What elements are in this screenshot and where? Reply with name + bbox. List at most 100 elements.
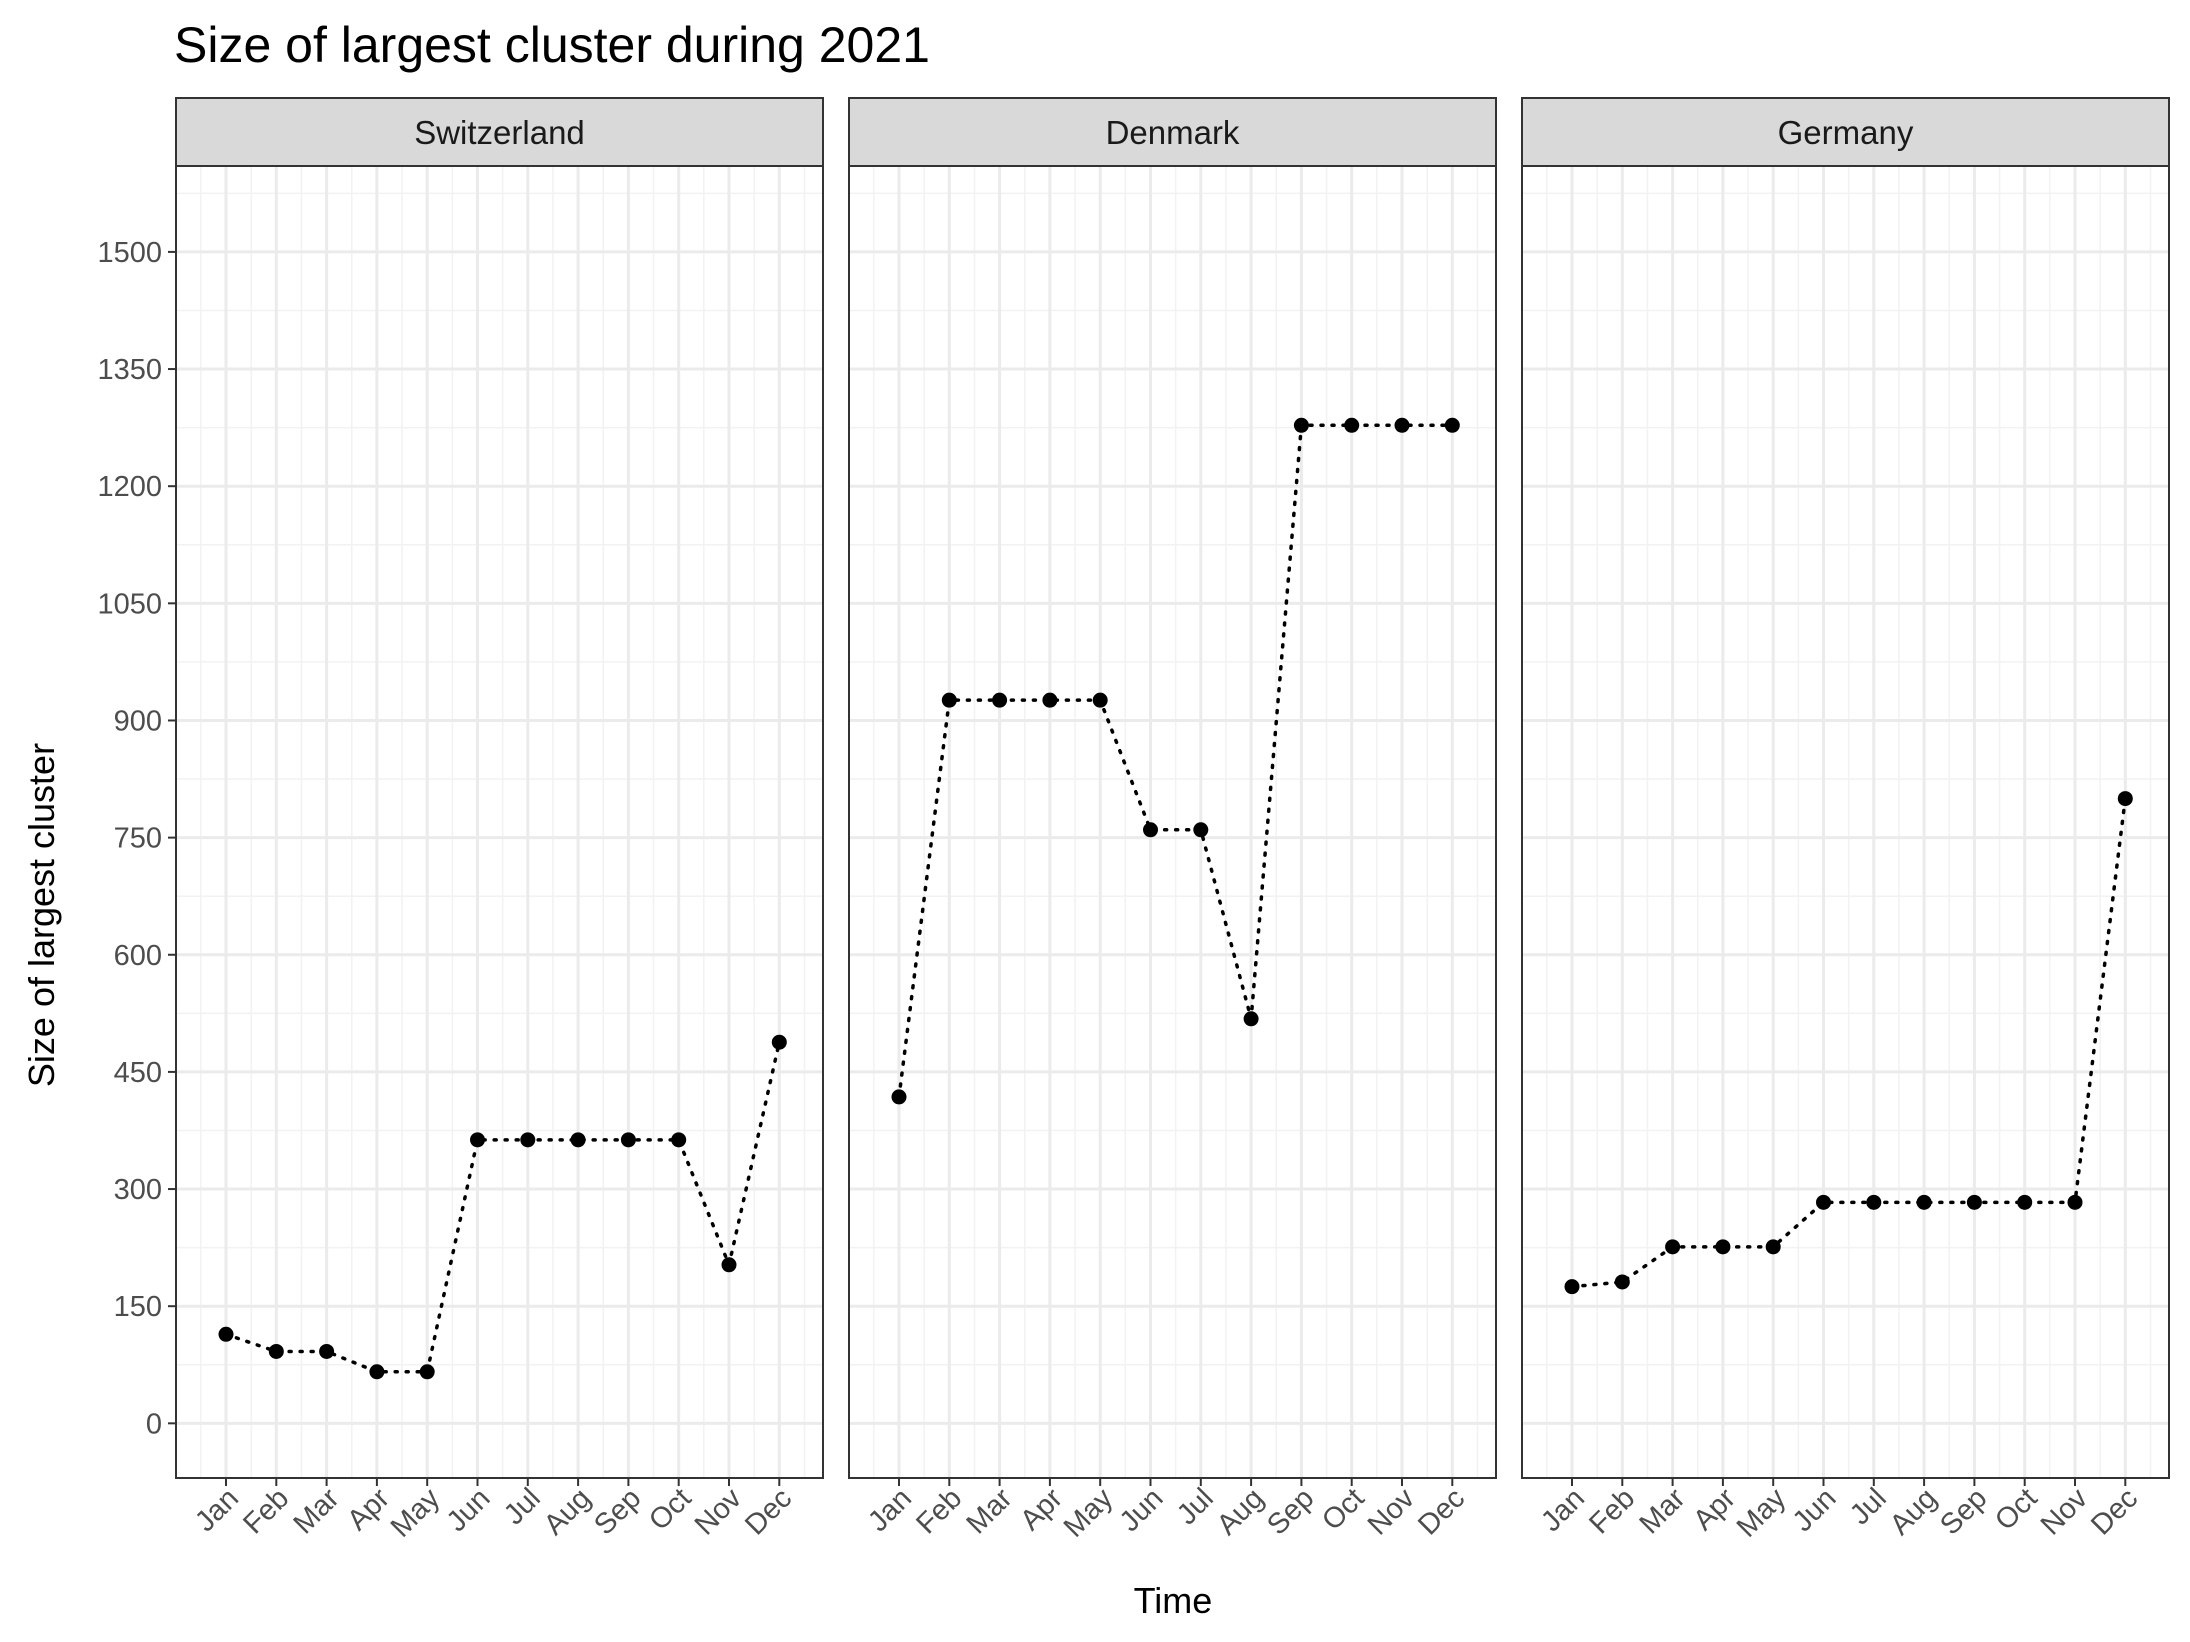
y-tick-label: 1350 [97,354,162,386]
data-point [470,1132,485,1148]
facet-strip [175,97,824,167]
data-point [218,1326,234,1342]
series-line-germany [1570,796,2128,1289]
x-tick-label: Sep [1934,1482,1993,1541]
data-point [1092,692,1108,708]
data-point [2017,1194,2033,1210]
x-tick-label: Jul [1171,1482,1220,1531]
x-tick-label: Aug [1211,1482,1270,1541]
y-axis-title: Size of largest cluster [21,743,62,1087]
data-point [1444,417,1460,433]
panel-background [1522,166,2169,1478]
x-tick-label: Mar [288,1482,346,1540]
data-point [1916,1194,1932,1210]
data-point [1042,692,1058,708]
data-point [1564,1279,1580,1295]
y-tick-label: 300 [114,1174,162,1206]
x-tick-label: Aug [1884,1482,1943,1541]
data-point [721,1257,737,1273]
x-tick-label: Apr [1687,1482,1742,1537]
data-point [1816,1194,1831,1210]
data-point [671,1132,687,1148]
data-point [1966,1194,1982,1210]
data-point [1866,1194,1882,1210]
x-tick-label: Mar [961,1482,1019,1540]
x-tick-label: May [1731,1482,1793,1544]
x-tick-label: Jan [1535,1482,1591,1538]
y-tick-label: 600 [114,940,162,972]
x-tick-label: Nov [689,1482,748,1541]
data-point [1765,1239,1781,1255]
facet-strip-label: Denmark [1106,114,1240,151]
y-tick-label: 1500 [97,237,162,269]
x-tick-label: Apr [341,1482,396,1537]
x-tick-label: Oct [1989,1482,2044,1537]
y-tick-label: 450 [114,1057,162,1089]
x-tick-label: Feb [910,1482,968,1540]
x-tick-label: Mar [1634,1482,1692,1540]
x-tick-label: Dec [739,1482,798,1541]
x-tick-label: Dec [2085,1482,2144,1541]
x-tick-label: Jul [1844,1482,1893,1531]
y-axis-ticks: 0 150 300 450 600 750 900 1050 1200 1350 1500 [97,237,176,1440]
data-point [319,1343,335,1359]
y-tick-label: 1200 [97,471,162,503]
x-tick-label: Sep [1261,1482,1320,1541]
x-tick-label: Feb [237,1482,295,1540]
data-point [1394,417,1410,433]
facet-strip [848,97,1497,167]
facet-strip [1521,97,2170,167]
panel-background [176,166,823,1478]
data-point [1243,1011,1259,1027]
x-tick-label: Oct [643,1482,698,1537]
data-point [771,1034,787,1050]
data-point [1293,417,1309,433]
data-point [1193,822,1209,838]
data-point [2067,1194,2083,1210]
data-point [369,1364,385,1380]
data-point [620,1132,636,1148]
x-tick-label: Jan [189,1482,245,1538]
x-tick-label: Nov [2035,1482,2094,1541]
y-tick-label: 750 [114,823,162,855]
data-point [570,1132,586,1148]
data-point [520,1132,536,1148]
data-point [1665,1239,1681,1255]
data-point [419,1364,435,1380]
y-tick-label: 900 [114,705,162,737]
x-tick-label: Feb [1583,1482,1641,1540]
data-point [891,1089,907,1105]
x-tick-label: Dec [1412,1482,1471,1541]
chart-title: Size of largest cluster during 2021 [174,17,930,73]
x-tick-label: Jun [1114,1482,1170,1538]
y-tick-label: 0 [146,1408,162,1440]
x-tick-label: Sep [588,1482,647,1541]
x-tick-label: Jun [1787,1482,1843,1538]
data-point [1715,1239,1731,1255]
x-tick-label: May [385,1482,447,1544]
facet-strip-label: Switzerland [414,114,585,151]
x-tick-label: Jul [498,1482,547,1531]
panel-background [849,166,1496,1478]
data-point [268,1343,284,1359]
data-point [1143,822,1158,838]
x-tick-label: Nov [1362,1482,1421,1541]
data-point [992,692,1008,708]
facet-strip-label: Germany [1778,114,1914,151]
y-tick-label: 1050 [97,588,162,620]
x-tick-label: Jun [441,1482,497,1538]
x-axis-title: Time [1134,1580,1213,1621]
x-tick-label: May [1058,1482,1120,1544]
x-tick-label: Aug [538,1482,597,1541]
data-point [1344,417,1360,433]
x-tick-label: Apr [1014,1482,1069,1537]
data-point [1614,1274,1630,1290]
x-tick-label: Jan [862,1482,918,1538]
data-point [941,692,957,708]
x-tick-label: Oct [1316,1482,1371,1537]
